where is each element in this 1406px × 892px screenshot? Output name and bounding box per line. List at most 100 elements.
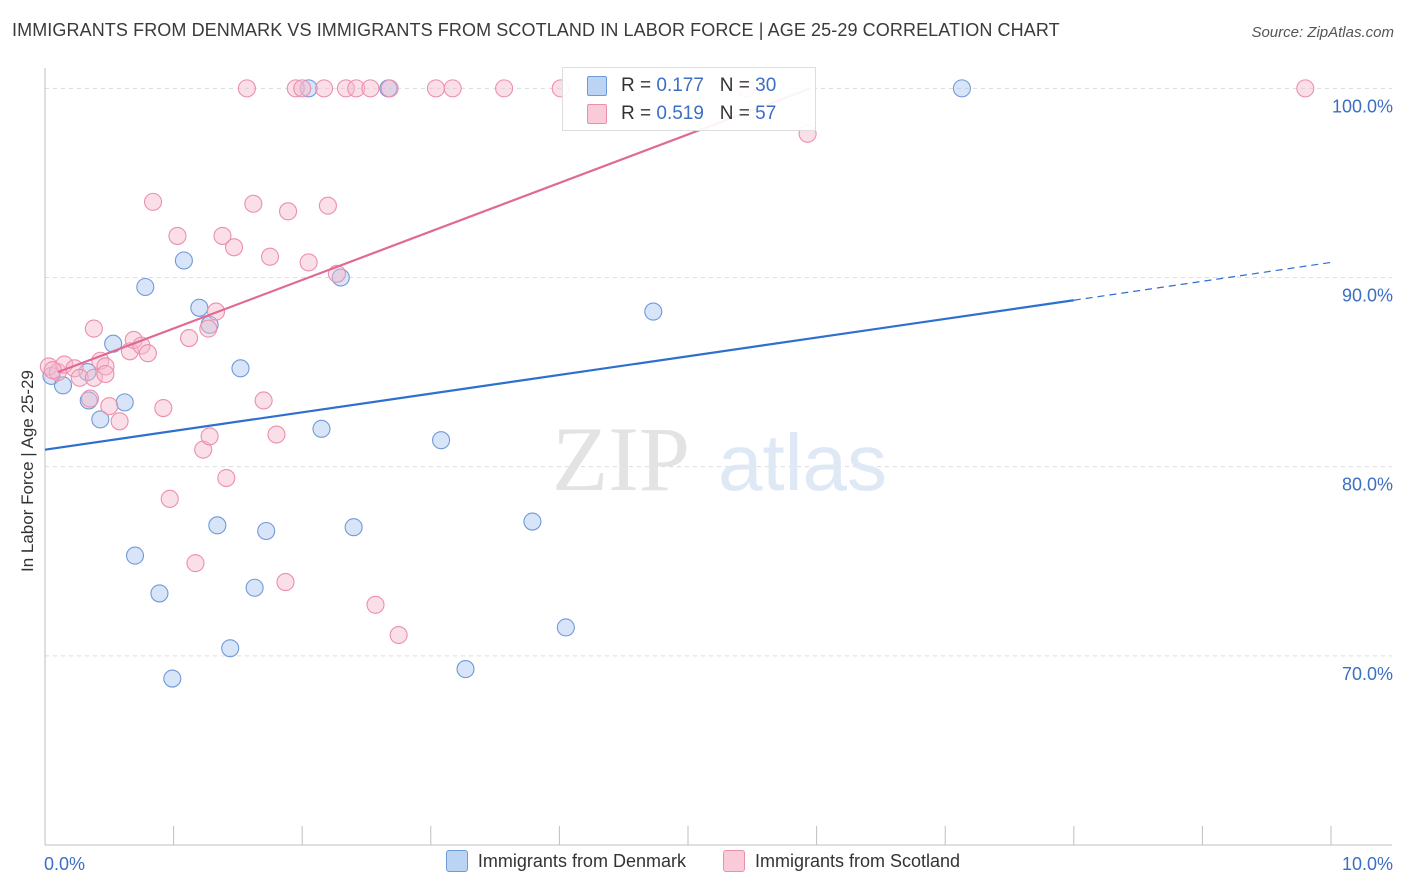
x-tick-label-0: 0.0% bbox=[44, 854, 85, 874]
scotland-point-54 bbox=[1296, 79, 1315, 98]
trend-line-denmark bbox=[44, 299, 1074, 451]
denmark-point-28 bbox=[644, 302, 663, 321]
scotland-point-48 bbox=[443, 79, 462, 98]
scotland-point-4 bbox=[70, 368, 89, 387]
legend-item-scotland[interactable]: Immigrants from Scotland bbox=[722, 850, 961, 872]
chart-source: Source: ZipAtlas.com bbox=[1251, 24, 1394, 41]
scotland-point-28 bbox=[224, 238, 244, 257]
scotland-point-43 bbox=[361, 79, 380, 98]
denmark-point-17 bbox=[245, 578, 264, 597]
denmark-point-9 bbox=[150, 584, 169, 603]
scotland-point-9 bbox=[96, 357, 115, 376]
y-tick-label-1: 90.0% bbox=[1342, 286, 1393, 306]
scotland-point-15 bbox=[138, 344, 157, 363]
watermark-zip: ZIP bbox=[552, 408, 690, 510]
scotland-point-27 bbox=[217, 468, 236, 488]
denmark-point-26 bbox=[523, 512, 542, 531]
chart-title: IMMIGRANTS FROM DENMARK VS IMMIGRANTS FR… bbox=[12, 20, 1060, 40]
scotland-point-47 bbox=[426, 79, 445, 98]
scotland-point-11 bbox=[110, 412, 129, 431]
denmark-point-11 bbox=[174, 251, 193, 270]
scotland-point-33 bbox=[276, 573, 295, 592]
denmark-point-12 bbox=[190, 298, 209, 317]
denmark-point-15 bbox=[221, 639, 240, 658]
legend-swatch-scotland bbox=[722, 850, 745, 872]
denmark-point-25 bbox=[456, 660, 475, 679]
legend-label-denmark: Immigrants from Denmark bbox=[477, 850, 686, 871]
denmark-point-18 bbox=[257, 521, 276, 541]
stats-scotland-r: 0.519 bbox=[656, 103, 704, 124]
scotland-point-34 bbox=[279, 202, 298, 221]
scotland-point-36 bbox=[293, 79, 312, 98]
watermark-atlas: atlas bbox=[718, 418, 887, 507]
legend-label-scotland: Immigrants from Scotland bbox=[754, 850, 961, 871]
scotland-point-51 bbox=[237, 79, 256, 98]
denmark-point-19 bbox=[299, 79, 318, 98]
scotland-point-38 bbox=[315, 79, 334, 98]
denmark-point-4 bbox=[91, 410, 110, 429]
scotland-point-56 bbox=[96, 364, 115, 384]
denmark-point-8 bbox=[136, 277, 155, 297]
scotland-point-37 bbox=[299, 253, 318, 272]
scotland-point-18 bbox=[160, 489, 179, 508]
scotland-point-35 bbox=[286, 79, 305, 98]
y-tick-label-0: 100.0% bbox=[1332, 96, 1393, 116]
scotland-point-42 bbox=[347, 79, 366, 98]
legend-swatch-denmark bbox=[445, 850, 468, 872]
denmark-point-29 bbox=[952, 79, 971, 98]
denmark-point-14 bbox=[208, 516, 227, 535]
denmark-point-21 bbox=[312, 419, 331, 438]
scotland-point-45 bbox=[380, 79, 399, 98]
scotland-point-30 bbox=[254, 391, 273, 410]
scotland-point-31 bbox=[260, 247, 280, 266]
scotland-point-5 bbox=[80, 389, 100, 408]
trend-lines bbox=[44, 87, 1332, 451]
scotland-point-20 bbox=[179, 329, 199, 348]
stats-scotland-n: 57 bbox=[755, 103, 777, 124]
y-tick-label-3: 70.0% bbox=[1342, 664, 1393, 684]
trend-line-denmark-extension bbox=[1073, 261, 1332, 301]
denmark-point-10 bbox=[163, 669, 182, 688]
scotland-point-32 bbox=[267, 425, 286, 444]
stats-scotland-r-label: R = bbox=[621, 103, 657, 124]
denmark-point-22 bbox=[344, 518, 363, 537]
x-tick-label-1: 10.0% bbox=[1342, 854, 1393, 874]
scotland-point-16 bbox=[143, 192, 163, 211]
scotland-point-21 bbox=[186, 554, 205, 573]
stats-box: R = 0.177 N = 30 R = 0.519 N = 57 bbox=[562, 67, 816, 131]
stats-row-scotland: R = 0.519 N = 57 bbox=[587, 100, 777, 128]
scotland-point-6 bbox=[84, 368, 103, 387]
series-scotland-points bbox=[39, 79, 1315, 645]
scotland-point-39 bbox=[318, 196, 337, 215]
tick-labels: 100.0% 90.0% 80.0% 70.0% 0.0% 10.0% bbox=[44, 96, 1393, 874]
scotland-point-17 bbox=[154, 398, 173, 418]
denmark-point-24 bbox=[432, 431, 451, 450]
scotland-point-55 bbox=[43, 361, 62, 380]
scotland-point-26 bbox=[213, 226, 232, 245]
scotland-point-46 bbox=[389, 625, 408, 645]
stats-denmark-n: 30 bbox=[755, 75, 777, 96]
y-tick-label-2: 80.0% bbox=[1342, 475, 1393, 495]
scotland-point-29 bbox=[244, 194, 263, 213]
scotland-point-49 bbox=[495, 79, 514, 98]
denmark-point-27 bbox=[556, 618, 575, 637]
axes bbox=[44, 68, 1392, 846]
denmark-point-6 bbox=[115, 393, 134, 412]
watermark: ZIP atlas bbox=[552, 408, 887, 510]
denmark-point-16 bbox=[231, 359, 250, 378]
stats-row-denmark: R = 0.177 N = 30 bbox=[587, 72, 777, 100]
scotland-point-19 bbox=[168, 226, 187, 245]
series-denmark-points bbox=[42, 79, 971, 688]
scotland-point-10 bbox=[100, 397, 119, 416]
y-axis-label: In Labor Force | Age 25-29 bbox=[18, 370, 37, 572]
scotland-point-41 bbox=[336, 79, 355, 98]
trend-line-scotland bbox=[57, 87, 811, 374]
scotland-point-44 bbox=[366, 595, 385, 614]
scotland-point-23 bbox=[199, 319, 218, 338]
legend-item-denmark[interactable]: Immigrants from Denmark bbox=[445, 850, 686, 872]
stats-swatch-denmark bbox=[587, 76, 607, 96]
scotland-point-7 bbox=[84, 319, 103, 338]
chart-legend: Immigrants from Denmark Immigrants from … bbox=[0, 850, 1406, 877]
stats-swatch-scotland bbox=[587, 104, 607, 124]
